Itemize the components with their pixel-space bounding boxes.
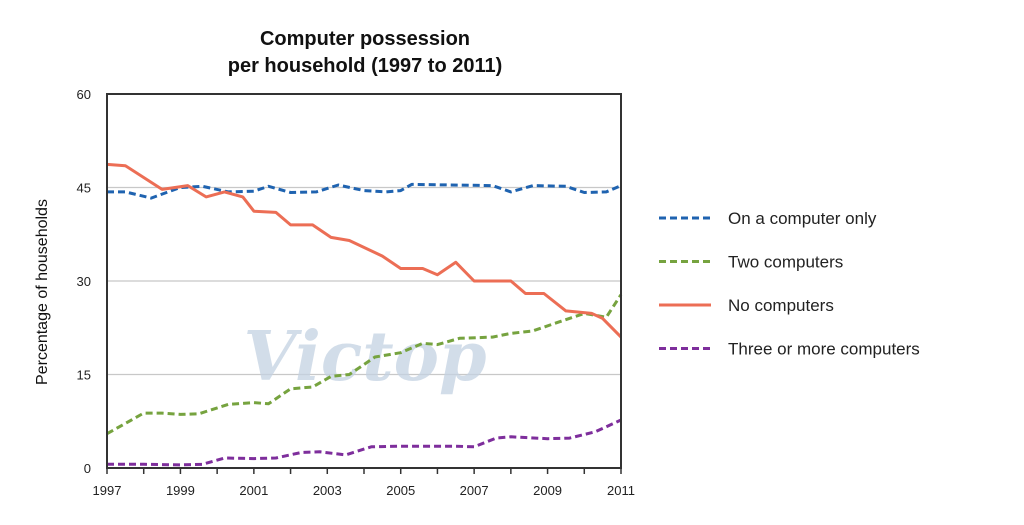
chart-title-line2: per household (1997 to 2011)	[227, 55, 503, 77]
x-tick-label: 2007	[460, 483, 489, 498]
x-tick-label: 1997	[93, 483, 122, 498]
legend-label: On a computer only	[728, 209, 877, 228]
series-line-4	[107, 418, 622, 467]
x-tick-label: 2005	[386, 483, 415, 498]
x-tick-label: 2001	[239, 483, 268, 498]
x-tick-label: 2011	[607, 483, 635, 498]
series-line-3	[106, 162, 623, 339]
legend-label: No computers	[728, 296, 834, 315]
series-line-2	[106, 293, 623, 436]
x-tick-label: 2009	[533, 483, 562, 498]
y-tick-label: 45	[77, 181, 91, 196]
chart-title: Computer possession per household (1997 …	[180, 26, 550, 80]
x-tick-label: 1999	[166, 483, 195, 498]
chart-title-line1: Computer possession	[259, 28, 471, 50]
y-tick-label: 15	[77, 368, 91, 383]
y-tick-label: 60	[77, 87, 91, 102]
legend-label: Two computers	[728, 253, 843, 272]
series-line-1	[107, 182, 622, 200]
watermark-logo: Victop	[243, 317, 486, 397]
x-tick-label: 2003	[313, 483, 342, 498]
legend-label: Three or more computers	[728, 340, 920, 359]
y-tick-label: 0	[84, 461, 91, 476]
y-axis-label: Percentage of households	[34, 199, 51, 385]
y-tick-label: 30	[77, 274, 91, 289]
